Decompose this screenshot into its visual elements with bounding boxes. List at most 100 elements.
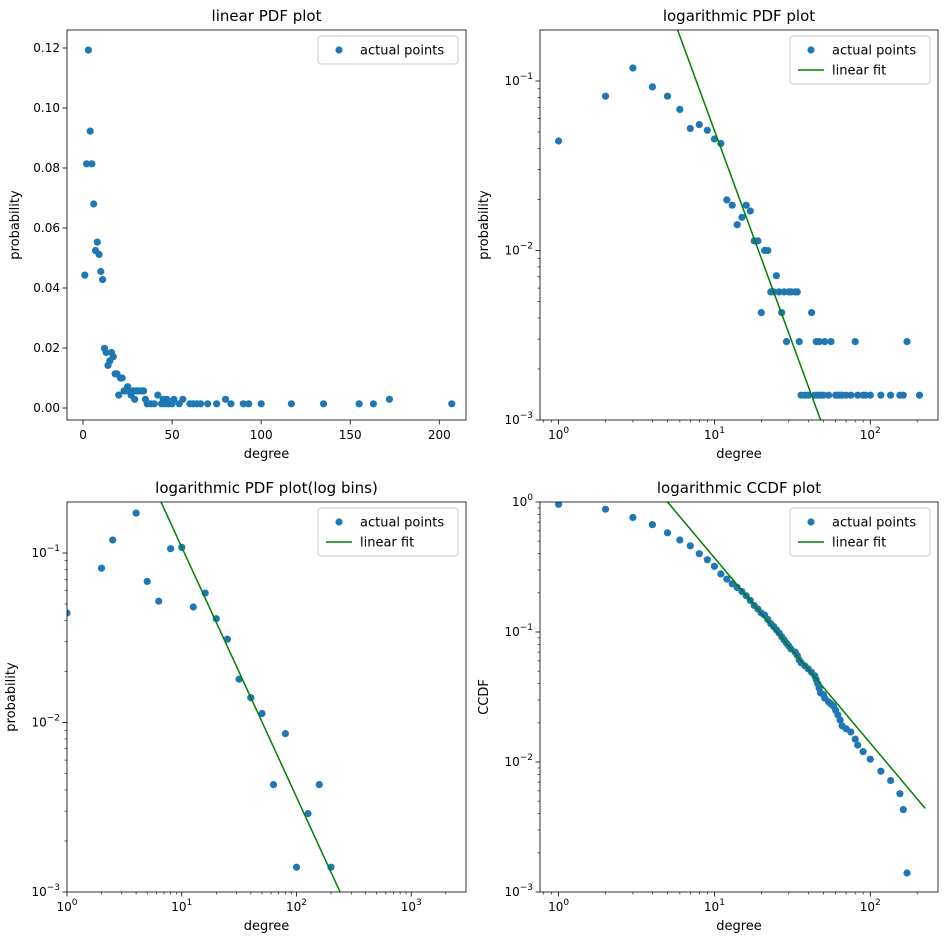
x-tick-label: 150 (339, 428, 362, 442)
x-tick-label: 101 (704, 898, 725, 914)
chart-title: logarithmic PDF plot (663, 7, 815, 25)
data-point (448, 400, 456, 408)
data-point (903, 869, 911, 877)
y-tick-label: 10−3 (504, 411, 533, 427)
legend: actual points linear fit (789, 35, 931, 85)
data-point (851, 338, 859, 346)
chart-panel-4: logarithmic CCDF plot degree CCDF 100 101 102… (477, 479, 939, 934)
data-point (757, 309, 765, 317)
data-point (197, 400, 205, 408)
series-fit-line (160, 502, 341, 892)
legend-marker-swatch (807, 518, 815, 526)
series-points (555, 502, 911, 877)
fit-line (676, 30, 822, 420)
legend-box (317, 35, 459, 65)
data-point (102, 348, 110, 357)
data-point (795, 338, 803, 346)
data-point (648, 83, 657, 91)
data-point (733, 221, 741, 229)
chart-panel-3: logarithmic PDF plot(log bins) degree prob… (4, 479, 467, 934)
data-point (648, 521, 657, 529)
legend-box (317, 507, 459, 557)
data-point (703, 556, 711, 564)
y-tick-label: 10−3 (504, 883, 533, 899)
data-point (686, 542, 694, 550)
data-point (854, 741, 862, 749)
legend: actual points linear fit (789, 507, 931, 557)
y-tick-label: 10−2 (31, 714, 60, 730)
x-axis-label: degree (716, 919, 762, 934)
data-point (847, 391, 855, 399)
data-point (859, 748, 867, 756)
legend-marker-swatch (335, 46, 343, 54)
legend-label: linear fit (832, 536, 886, 551)
data-point (555, 137, 563, 145)
data-point (821, 338, 829, 346)
y-tick-label: 0.02 (33, 341, 60, 355)
legend-marker-swatch (335, 518, 343, 526)
data-point (257, 400, 265, 408)
data-point (629, 64, 637, 72)
y-tick-label: 0.06 (33, 221, 60, 235)
data-point (155, 597, 163, 605)
data-point (847, 728, 855, 736)
data-point (118, 374, 126, 382)
data-point (90, 200, 98, 208)
data-point (663, 92, 672, 100)
x-tick-label: 102 (860, 426, 881, 442)
data-point (695, 121, 703, 129)
chart-title: logarithmic CCDF plot (657, 479, 821, 497)
data-point (292, 863, 301, 871)
data-point (782, 338, 791, 346)
data-point (733, 583, 741, 592)
data-point (723, 196, 731, 204)
data-point (877, 391, 885, 399)
data-point (887, 776, 895, 785)
data-point (81, 271, 89, 279)
data-point (601, 505, 610, 513)
x-tick-label: 50 (164, 428, 179, 442)
data-point (772, 272, 781, 280)
data-point (836, 716, 844, 724)
y-tick-label: 10−1 (504, 623, 533, 639)
data-point (154, 391, 162, 399)
data-point (703, 126, 711, 134)
legend-box (789, 507, 931, 557)
data-point (239, 400, 247, 408)
y-axis-label: probability (477, 190, 492, 260)
series-fit-line (676, 30, 822, 420)
y-tick-label: 0.04 (33, 281, 60, 295)
data-point (686, 124, 694, 133)
data-point (109, 536, 117, 544)
data-point (775, 288, 783, 296)
data-point (67, 609, 71, 617)
x-tick-label: 102 (286, 898, 307, 914)
data-point (179, 395, 187, 403)
x-tick-label: 100 (56, 898, 77, 914)
y-tick-label: 0.00 (33, 401, 60, 415)
x-tick-label: 0 (79, 428, 87, 442)
x-axis-label: degree (244, 919, 290, 934)
data-point (825, 391, 833, 399)
data-point (97, 564, 106, 572)
chart-panel-1: linear PDF plot degree probability 0 50 100 15… (8, 7, 467, 462)
y-tick-label: 10−2 (504, 242, 533, 258)
plot-frame (66, 501, 467, 893)
x-tick-label: 101 (704, 426, 725, 442)
fit-line (666, 502, 926, 809)
data-point (189, 603, 197, 611)
data-point (899, 391, 907, 399)
data-point (95, 250, 103, 258)
x-axis-label: degree (244, 447, 290, 462)
y-axis-label: probability (8, 190, 23, 260)
data-point (854, 391, 862, 399)
data-point (99, 276, 107, 284)
legend: actual points (317, 35, 459, 65)
data-point (258, 709, 266, 718)
data-point (793, 288, 801, 296)
data-point (663, 529, 672, 537)
x-tick-label: 200 (428, 428, 451, 442)
legend-box (789, 35, 931, 85)
x-axis-label: degree (716, 447, 762, 462)
